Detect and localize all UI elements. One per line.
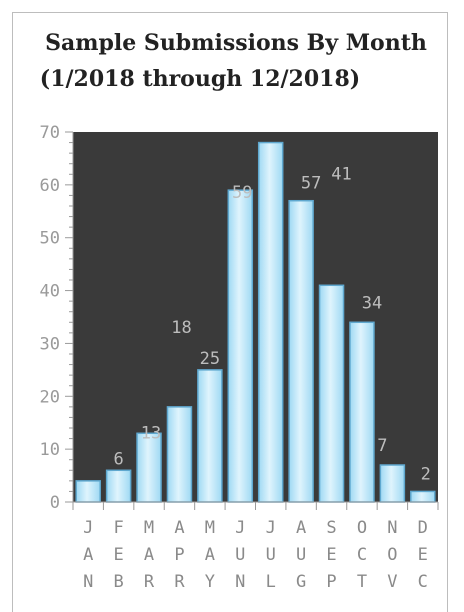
data-labels: 6 13 18 25 59 57 41 34 7 2 xyxy=(114,164,431,484)
data-label-nov: 7 xyxy=(377,436,387,456)
data-label-feb: 6 xyxy=(114,449,124,469)
y-tick-label: 10 xyxy=(40,440,60,460)
y-tick-label: 30 xyxy=(40,334,60,354)
data-label-sep: 41 xyxy=(331,164,351,184)
bar-mar xyxy=(136,432,162,503)
bar-jul xyxy=(257,141,284,503)
y-tick-label: 20 xyxy=(40,387,60,407)
bar-aug xyxy=(288,199,314,503)
data-label-jun: 59 xyxy=(232,183,252,203)
y-axis: 0 10 20 30 40 50 60 70 xyxy=(40,123,74,513)
bar-dec xyxy=(410,490,436,503)
y-tick-label: 70 xyxy=(40,123,60,143)
data-label-may: 25 xyxy=(200,349,220,369)
y-tick-label: 50 xyxy=(40,229,60,249)
y-tick-label: 0 xyxy=(50,493,60,513)
data-label-apr: 18 xyxy=(171,318,191,338)
bar-may xyxy=(197,369,223,503)
data-label-dec: 2 xyxy=(421,464,431,484)
bar-sep xyxy=(318,284,345,503)
data-label-aug: 57 xyxy=(301,174,321,194)
bar-feb xyxy=(105,469,132,503)
y-tick-label: 60 xyxy=(40,176,60,196)
bars xyxy=(75,141,436,503)
bar-nov xyxy=(379,464,406,503)
data-label-oct: 34 xyxy=(362,293,382,313)
x-axis: J A N F E B M A R A P R M A Y J U N J U L A U G S E P O C T N O V D E C xyxy=(72,501,439,592)
plot-area xyxy=(73,132,438,502)
bar-oct xyxy=(349,321,375,503)
bar-apr xyxy=(166,406,193,503)
bar-jun xyxy=(227,189,254,503)
data-label-mar: 13 xyxy=(141,423,161,443)
y-tick-label: 40 xyxy=(40,282,60,302)
chart-subtitle: (1/2018 through 12/2018) xyxy=(40,66,360,92)
bar-jan xyxy=(75,480,101,503)
chart-title: Sample Submissions By Month xyxy=(45,30,427,56)
